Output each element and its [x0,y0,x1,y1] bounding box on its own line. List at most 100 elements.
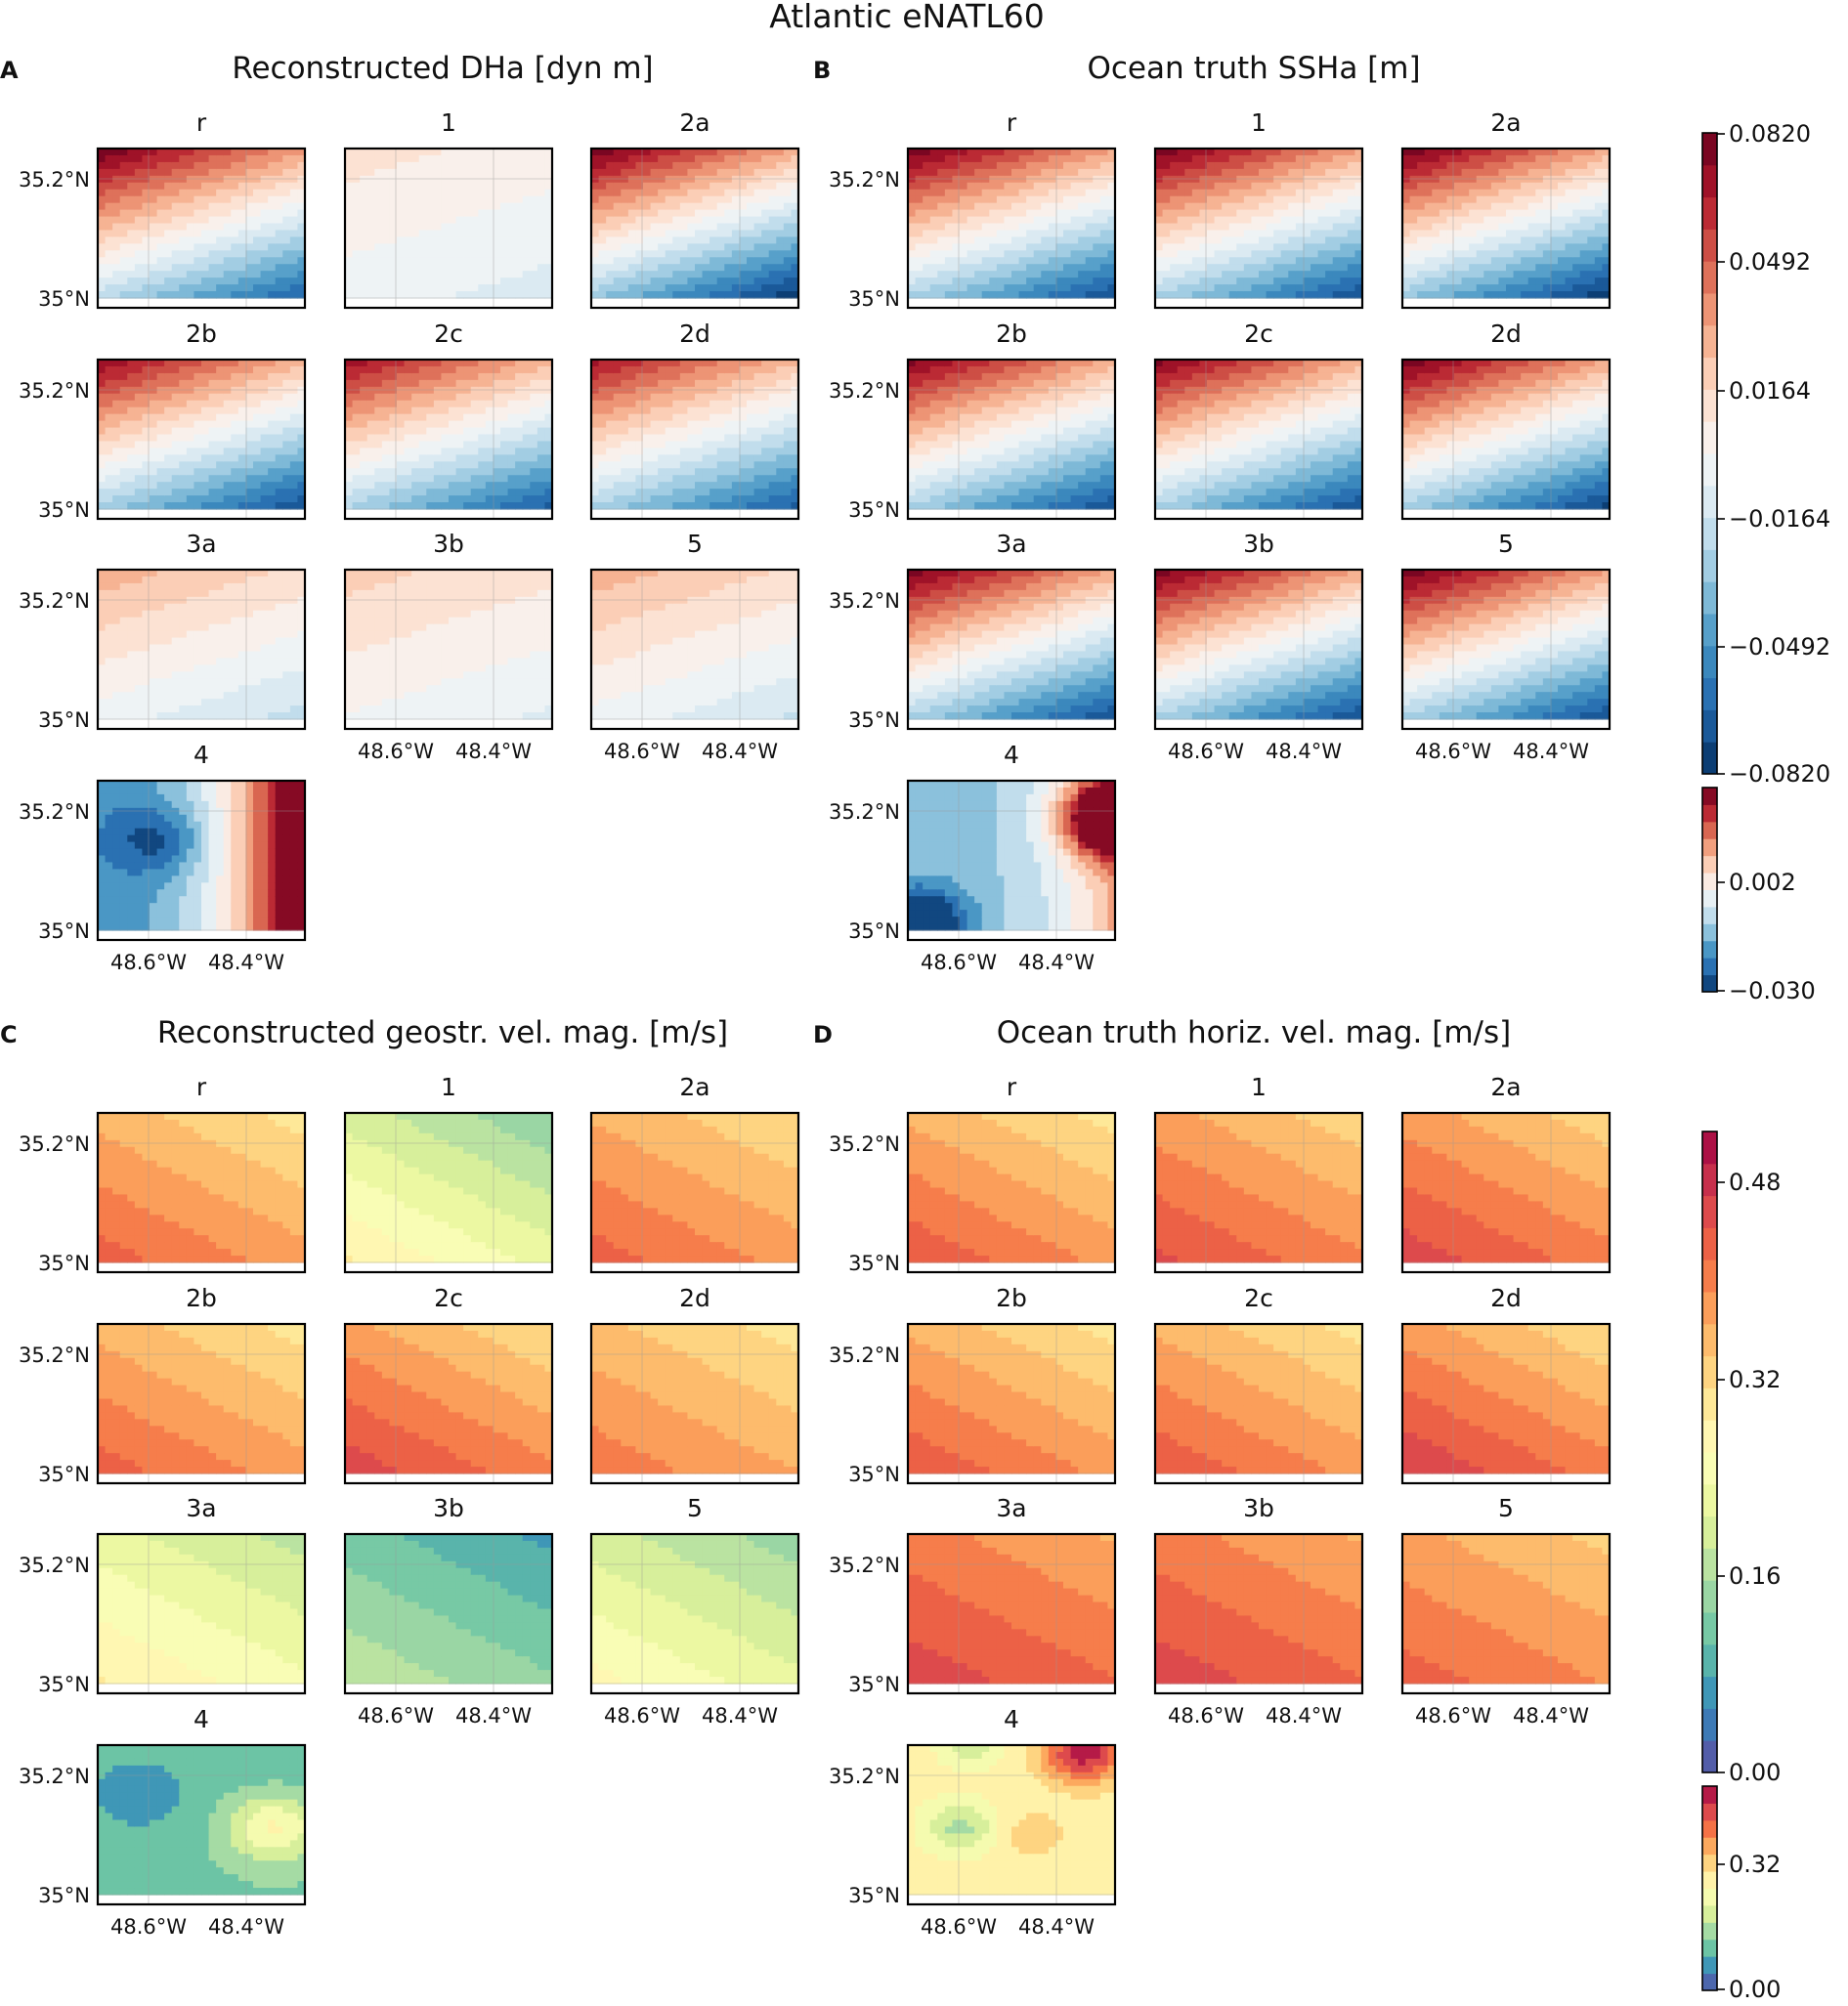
heatmap-cell [289,630,299,639]
heatmap-cell [724,434,733,443]
heatmap-cell [747,379,755,388]
heatmap-cell [606,154,615,163]
heatmap-cell [522,454,531,462]
heatmap-cell [507,223,516,232]
heatmap-cell [397,582,406,591]
heatmap-cell [493,678,501,686]
heatmap-cell [134,448,144,455]
heatmap-cell [231,685,239,693]
heatmap-cell [449,243,457,251]
heatmap-cell [591,468,600,476]
heatmap-cell [433,570,443,577]
heatmap-cell [522,637,531,646]
heatmap-cell [245,589,254,598]
heatmap-field [98,570,305,720]
heatmap-cell [463,427,472,436]
heatmap-cell [768,154,777,163]
heatmap-cell [150,271,158,278]
heatmap-cell [679,154,689,163]
heatmap-cell [530,400,538,408]
heatmap-cell [186,250,195,258]
heatmap-cell [164,284,173,292]
heatmap-cell [216,216,225,225]
heatmap-cell [485,658,494,665]
heatmap-cell [507,712,516,720]
heatmap-cell [282,705,291,713]
heatmap-cell [672,495,681,503]
heatmap-cell [245,671,254,679]
heatmap-cell [485,596,494,605]
lat-tick-35-2: 35.2°N [19,589,90,613]
heatmap-cell [282,257,291,265]
heatmap-cell [216,489,225,496]
heatmap-cell [98,365,107,374]
heatmap-cell [253,475,262,483]
heatmap-cell [672,209,681,218]
heatmap-cell [426,434,435,443]
heatmap-cell [627,475,637,483]
heatmap-cell [650,406,659,415]
heatmap-cell [544,685,552,693]
heatmap-cell [366,379,375,388]
heatmap-cell [739,257,748,265]
heatmap-cell [665,154,673,163]
heatmap-cell [485,664,494,672]
heatmap-cell [245,427,254,436]
heatmap-cell [672,502,681,510]
heatmap-cell [418,372,427,381]
heatmap-cell [449,230,457,237]
heatmap-cell [522,277,531,285]
heatmap-cell [515,692,524,700]
heatmap-cell [613,182,622,191]
heatmap-cell [426,692,435,700]
heatmap-cell [687,250,696,258]
heatmap-cell [679,243,689,251]
heatmap-cell [507,637,516,646]
heatmap-cell [253,570,262,577]
heatmap-cell [282,495,291,503]
heatmap-cell [112,637,121,646]
heatmap-cell [231,699,239,706]
heatmap-cell [544,448,552,455]
heatmap-cell [544,692,552,700]
heatmap-cell [297,277,305,285]
heatmap-cell [345,223,354,232]
heatmap-cell [687,264,696,272]
heatmap-cell [156,223,165,232]
heatmap-cell [544,216,552,225]
heatmap-cell [268,610,277,619]
heatmap-cell [716,434,725,443]
heatmap-cell [374,223,383,232]
heatmap-cell [709,243,718,251]
heatmap-cell [345,454,354,462]
heatmap-cell [761,420,770,429]
heatmap-cell [404,489,412,496]
heatmap-cell [426,617,435,625]
heatmap-cell [345,582,354,591]
heatmap-cell [598,277,607,285]
heatmap-cell [112,427,121,436]
heatmap-cell [679,175,689,184]
heatmap-cell [709,434,718,443]
heatmap-cell [515,475,524,483]
heatmap-cell [493,630,501,639]
heatmap-cell [156,236,165,244]
heatmap-cell [507,216,516,225]
heatmap-cell [282,420,291,429]
heatmap-cell [591,448,600,455]
heatmap-cell [426,216,435,225]
heatmap-cell [591,175,600,184]
heatmap-cell [455,671,464,679]
heatmap-cell [441,175,450,184]
heatmap-cell [397,250,406,258]
heatmap-cell [449,175,457,184]
heatmap-cell [282,427,291,436]
heatmap-cell [776,441,785,448]
heatmap-cell [621,386,629,395]
heatmap-cell [389,637,398,646]
heatmap-cell [768,482,777,490]
heatmap-cell [783,379,793,388]
gridlines [345,149,552,308]
heatmap-cell [598,379,607,388]
heatmap-cell [679,291,689,299]
